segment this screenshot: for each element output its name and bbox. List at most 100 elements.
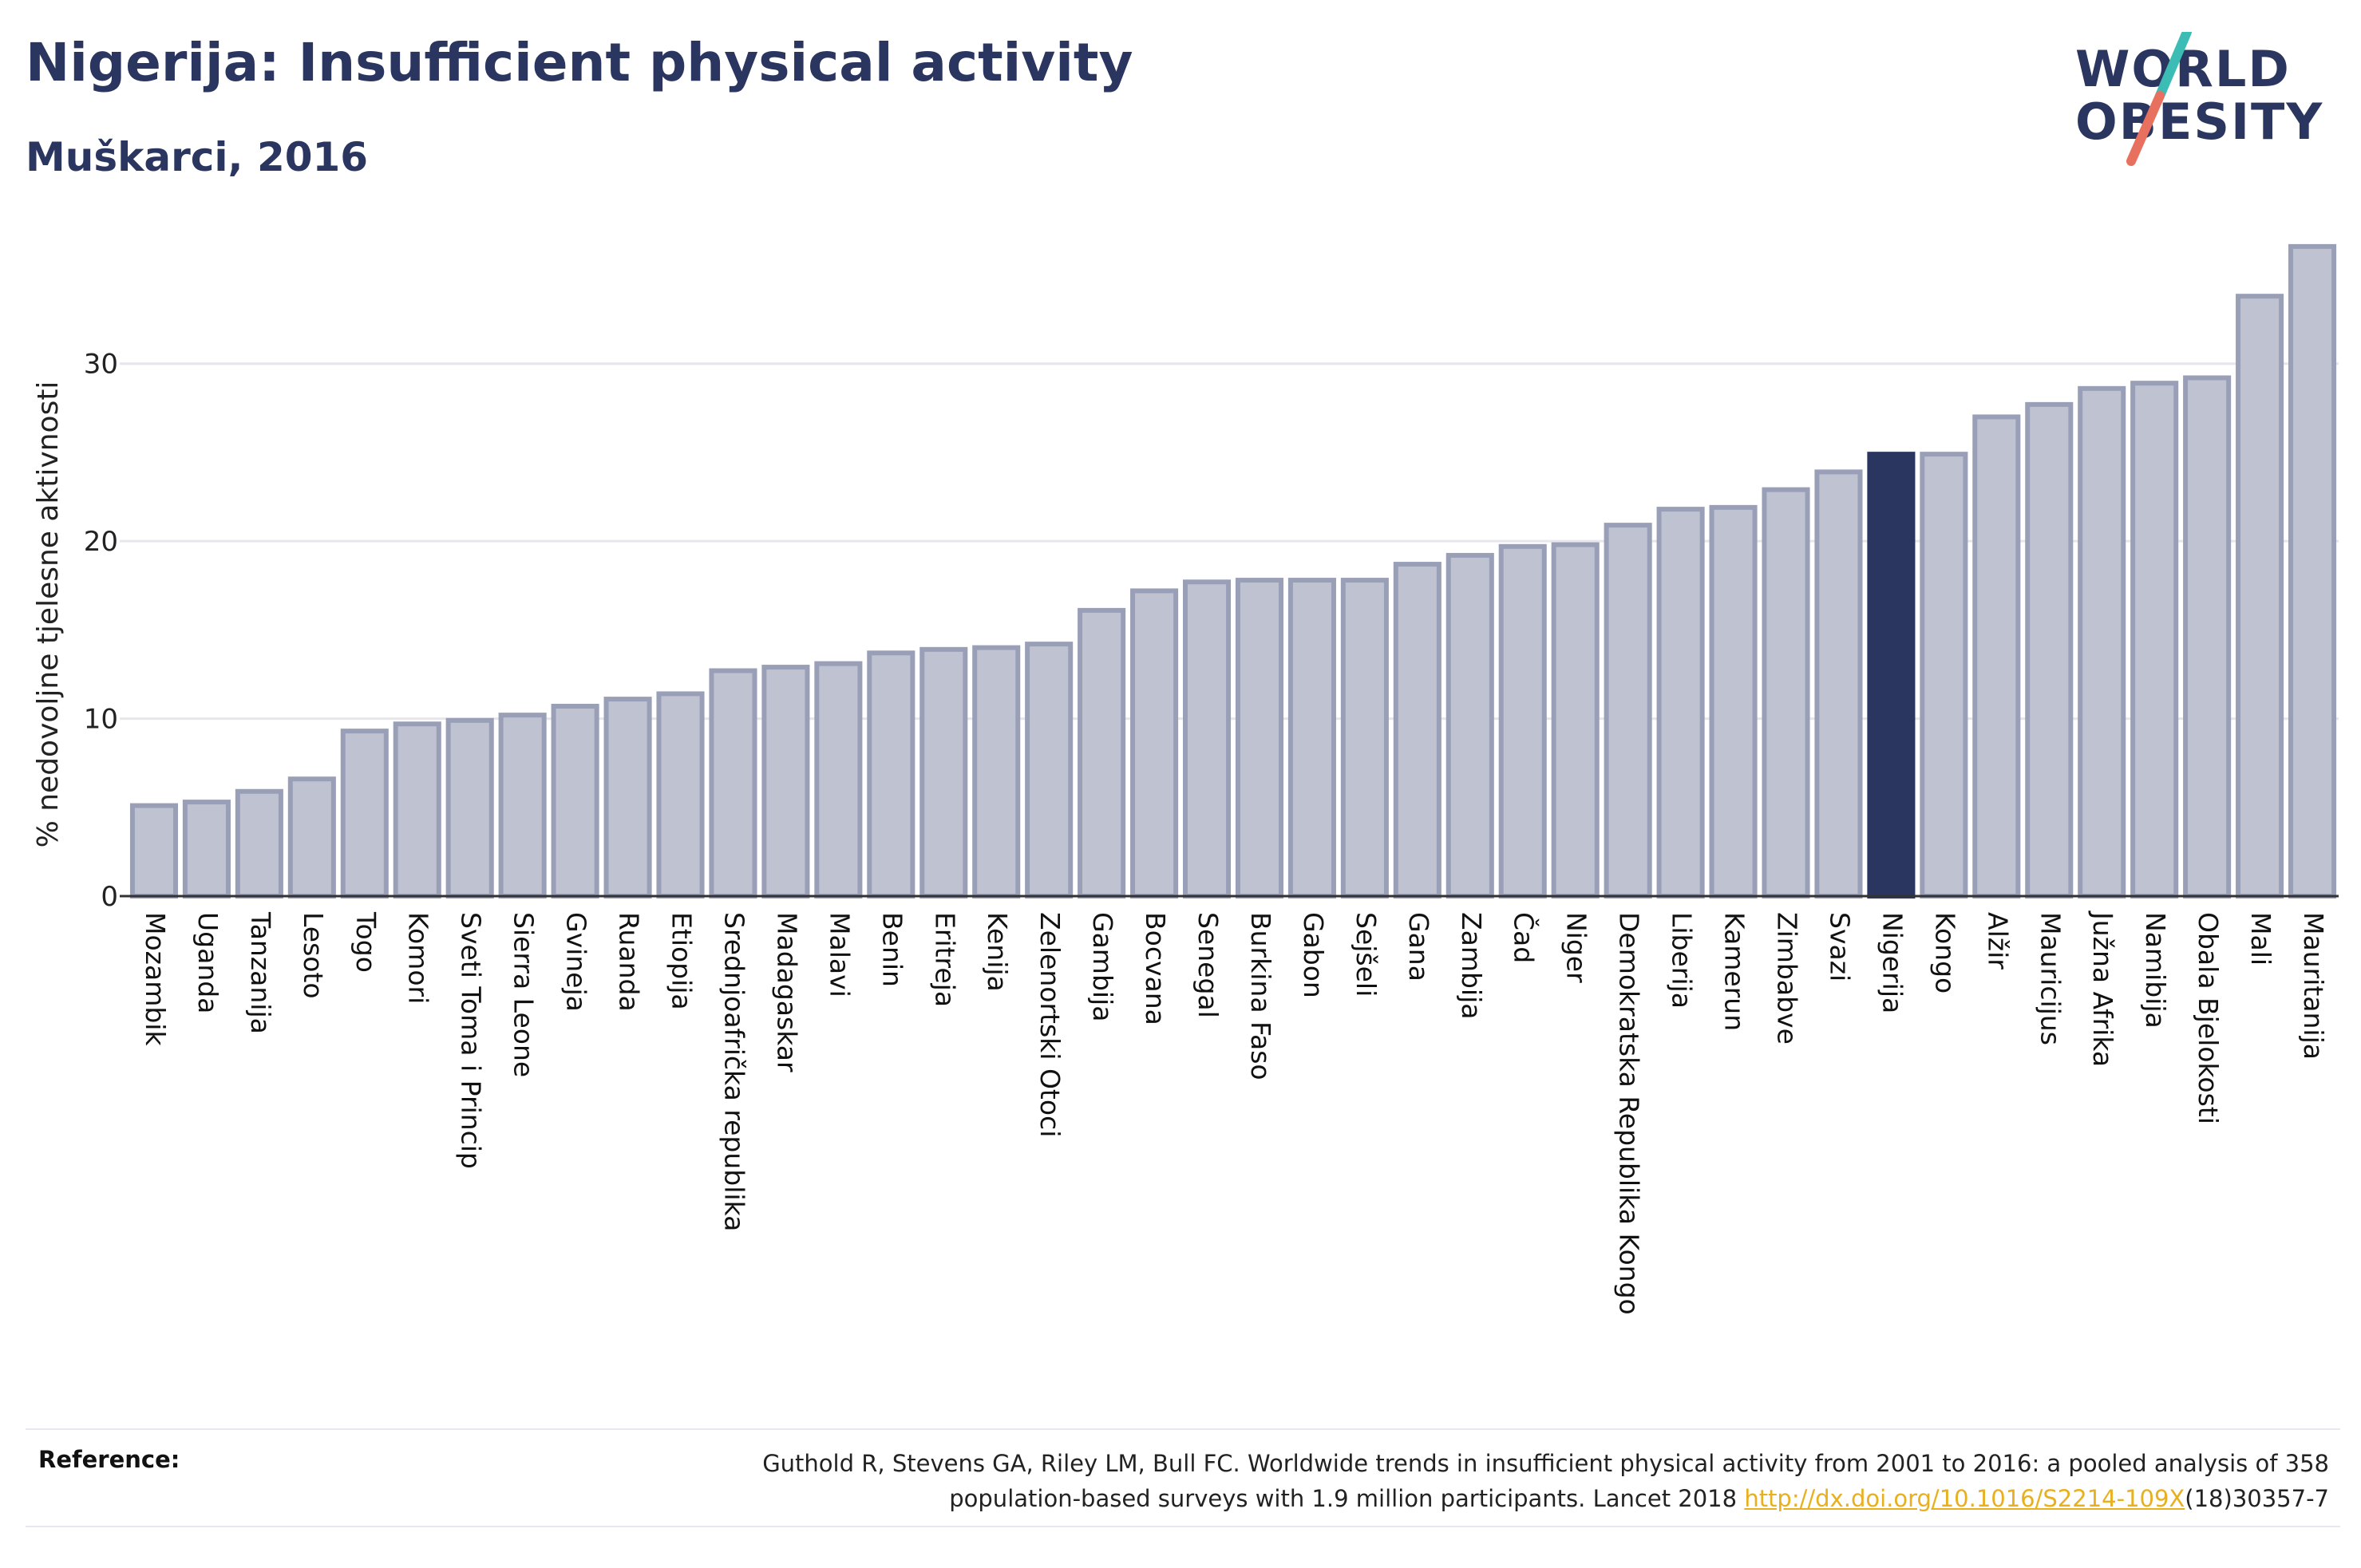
x-tick-label: Kongo (1929, 912, 1960, 993)
x-tick-label: Zelenortski Otoci (1034, 912, 1066, 1137)
bar-eritreja (919, 646, 968, 899)
page-title: Nigerija: Insufficient physical activity (26, 32, 1133, 93)
reference-top-rule (26, 1428, 2340, 1430)
bar-chart: 0 10 20 30 Mozambik Uganda Tanzanija Lesoto Tog… (32, 243, 2339, 1315)
x-tick-label: Etiopija (666, 912, 698, 1010)
bar-zimbabve (1762, 487, 1810, 899)
logo-slash-icon (2126, 32, 2192, 166)
x-tick-label: Čad (1509, 912, 1540, 963)
reference-bottom-rule (26, 1526, 2340, 1527)
x-tick-label: Togo (350, 911, 382, 973)
bar-madagaskar (761, 665, 810, 899)
x-tick-label: Mali (2245, 912, 2276, 966)
bar-gambija (1078, 607, 1126, 899)
bar-gvineja (551, 703, 599, 899)
x-tick-label: Senegal (1192, 912, 1224, 1018)
bar-kenija (972, 645, 1021, 899)
y-tick-label: 0 (101, 881, 118, 913)
x-tick-label: Lesoto (298, 912, 329, 999)
x-tick-label: Tanzanija (245, 911, 276, 1034)
bar-gana (1393, 562, 1442, 899)
bar-mozambik (129, 803, 179, 899)
bar-namibija (2130, 381, 2179, 899)
bar-komori (393, 721, 441, 899)
bar-čad (1498, 543, 1547, 899)
x-tick-label: Zimbabve (1772, 912, 1803, 1045)
bar-južna-afrika (2078, 385, 2126, 899)
bar-burkina-faso (1235, 578, 1284, 899)
x-tick-label: Komori (403, 912, 434, 1004)
bar-demokratska-republika-kongo (1604, 523, 1652, 899)
x-tick-label: Obala Bjelokosti (2193, 912, 2224, 1124)
bar-mauritanija (2288, 243, 2337, 899)
bar-niger (1551, 542, 1600, 899)
bar-togo (340, 729, 389, 899)
bar-sierra-leone (498, 713, 547, 899)
y-axis-ticks: 0 10 20 30 (84, 349, 118, 913)
bar-tanzanija (235, 788, 283, 899)
x-axis-labels: Mozambik Uganda Tanzanija Lesoto Togo Komori S… (140, 910, 2329, 1315)
x-tick-label: Kamerun (1719, 912, 1750, 1031)
x-tick-label: Burkina Faso (1245, 912, 1276, 1080)
bar-alžir (1972, 414, 2021, 899)
x-tick-label: Mauritanija (2298, 912, 2329, 1060)
x-tick-label: Južna Afrika (2087, 910, 2118, 1067)
reference-text: Guthold R, Stevens GA, Riley LM, Bull FC… (493, 1446, 2329, 1516)
y-tick-label: 10 (84, 704, 118, 736)
bar-uganda (182, 800, 231, 899)
x-tick-label: Bocvana (1140, 912, 1171, 1025)
logo-text-obesity: OBESITY (2075, 93, 2324, 151)
y-axis-label: % nedovoljne tjelesne aktivnosti (32, 381, 65, 848)
y-tick-label: 30 (84, 349, 118, 381)
bar-sejšeli (1340, 578, 1389, 899)
bar-senegal (1182, 579, 1232, 899)
x-tick-label: Sierra Leone (508, 912, 540, 1077)
x-tick-label: Niger (1561, 912, 1592, 983)
bar-svazi (1814, 469, 1863, 899)
x-tick-label: Eritreja (929, 912, 960, 1007)
bar-zambija (1445, 552, 1494, 899)
x-tick-label: Svazi (1824, 912, 1855, 981)
x-tick-label: Liberija (1667, 912, 1698, 1009)
x-tick-label: Benin (876, 912, 908, 987)
bar-kamerun (1709, 504, 1758, 899)
x-tick-label: Uganda (192, 912, 223, 1013)
x-tick-label: Sveti Toma i Princip (456, 912, 487, 1169)
bar-benin (867, 650, 916, 899)
x-tick-label: Alžir (1982, 912, 2013, 970)
x-tick-label: Nigerija (1877, 912, 1908, 1013)
bar-obala-bjelokosti (2183, 375, 2232, 899)
bar-mauricijus (2025, 401, 2074, 899)
reference-line-2: population-based surveys with 1.9 millio… (493, 1481, 2329, 1516)
x-tick-label: Gana (1403, 912, 1434, 981)
x-tick-label: Gambija (1087, 912, 1118, 1021)
y-tick-label: 20 (84, 526, 118, 558)
x-tick-label: Ruanda (614, 912, 645, 1012)
bar-srednjoafrička-republika (709, 668, 757, 899)
reference-line-1: Guthold R, Stevens GA, Riley LM, Bull FC… (762, 1450, 2329, 1477)
bar-zelenortski-otoci (1025, 642, 1074, 899)
x-tick-label: Namibija (2140, 912, 2171, 1029)
bar-gabon (1287, 578, 1336, 899)
reference-line-2-suffix: (18)30357-7 (2185, 1485, 2329, 1512)
bar-ruanda (603, 697, 652, 899)
bar-malavi (814, 661, 863, 899)
x-tick-label: Kenija (982, 912, 1013, 992)
bar-kongo (1920, 452, 1968, 899)
x-tick-label: Gvineja (561, 912, 592, 1012)
bar-mali (2236, 294, 2284, 899)
x-tick-label: Sejšeli (1351, 912, 1382, 997)
x-tick-label: Mozambik (140, 912, 171, 1046)
reference-label: Reference: (38, 1446, 180, 1473)
x-tick-label: Gabon (1298, 912, 1329, 998)
x-tick-label: Mauricijus (2035, 912, 2066, 1045)
page-subtitle: Muškarci, 2016 (26, 134, 369, 180)
x-tick-label: Zambija (1456, 912, 1487, 1019)
world-obesity-logo: WORLD OBESITY (2075, 32, 2347, 176)
reference-doi-link[interactable]: http://dx.doi.org/10.1016/S2214-109X (1744, 1485, 2185, 1512)
bars (120, 243, 2339, 899)
x-tick-label: Srednjoafrička republika (718, 912, 749, 1231)
x-tick-label: Malavi (824, 912, 855, 997)
bar-etiopija (656, 691, 705, 899)
bar-bocvana (1130, 588, 1179, 899)
